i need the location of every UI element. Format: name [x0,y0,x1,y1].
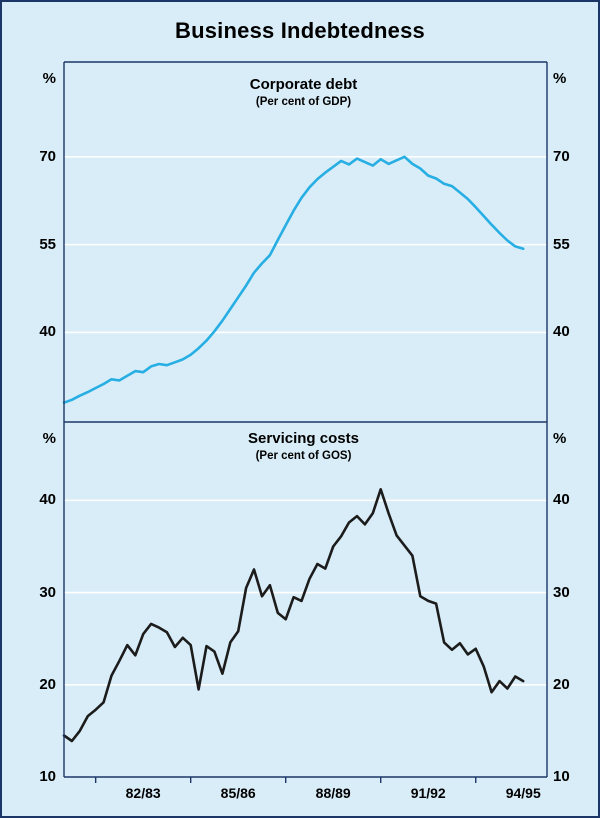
bottom-panel-title: Servicing costs [248,430,359,447]
y-tick-label: 30 [39,583,56,601]
y-tick-label: 40 [39,323,56,341]
percent-label: % [42,430,56,447]
y-tick-label: 70 [39,147,56,165]
percent-label: % [42,70,56,87]
percent-label: % [553,430,567,447]
x-tick-label: 91/92 [410,785,446,801]
x-tick-label: 94/95 [505,785,541,801]
chart-title: Business Indebtedness [175,18,425,43]
y-tick-label: 20 [553,675,570,693]
y-tick-label: 55 [553,235,570,253]
y-tick-label: 10 [39,768,56,785]
x-tick-label: 82/83 [125,785,161,801]
y-tick-label: 55 [39,235,56,253]
y-tick-label: 70 [553,147,570,165]
y-tick-label: 40 [553,323,570,341]
servicing-costs-line [62,487,525,743]
percent-label: % [553,70,567,87]
corporate-debt-line [62,155,525,405]
y-tick-label: 10 [553,768,570,785]
top-panel-title: Corporate debt [249,76,358,93]
x-tick-label: 85/86 [220,785,256,801]
bottom-panel-subtitle: (Per cent of GOS) [255,450,352,462]
y-tick-label: 40 [39,491,56,509]
top-panel-subtitle: (Per cent of GDP) [255,96,352,108]
x-tick-label: 88/89 [315,785,351,801]
y-tick-label: 20 [39,675,56,693]
y-tick-label: 30 [553,583,570,601]
y-tick-label: 40 [553,491,570,509]
